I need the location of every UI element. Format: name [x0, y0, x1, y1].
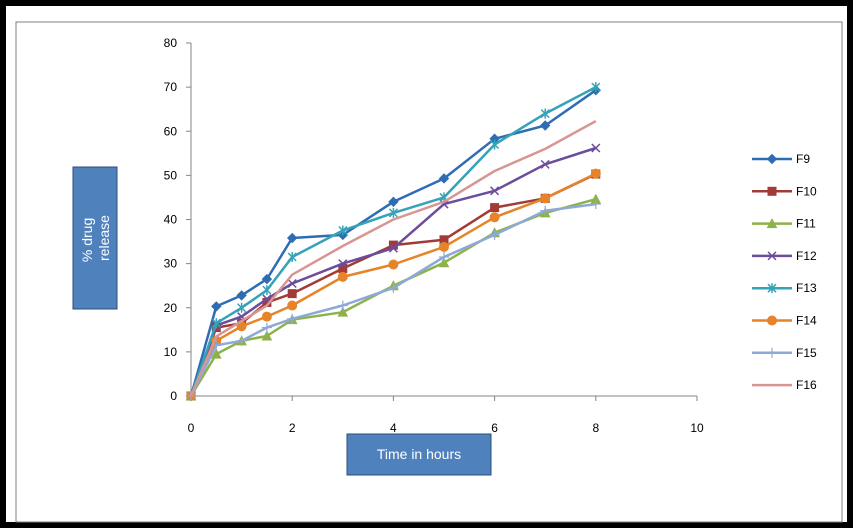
data-point — [388, 259, 399, 270]
data-point — [766, 218, 778, 229]
x-axis-label-box: Time in hours — [346, 433, 492, 476]
x-tick-label: 8 — [592, 421, 599, 435]
data-point — [439, 241, 449, 252]
x-axis-label-background — [346, 433, 492, 476]
data-point — [388, 207, 398, 218]
data-point — [767, 347, 777, 358]
data-point — [490, 203, 500, 213]
y-axis-label: % drug release — [79, 214, 112, 262]
data-point — [767, 315, 777, 326]
series-f15 — [186, 199, 601, 401]
data-point — [337, 300, 348, 311]
x-tick-label: 4 — [390, 421, 397, 435]
y-tick-label: 20 — [164, 301, 178, 315]
data-point — [237, 302, 247, 313]
y-tick-label: 0 — [170, 389, 177, 403]
data-point — [261, 330, 273, 341]
legend-label: F10 — [796, 184, 817, 198]
y-tick-label: 10 — [164, 345, 178, 359]
data-point — [236, 335, 247, 346]
y-tick-label: 80 — [164, 36, 178, 50]
legend-label: F14 — [796, 314, 817, 328]
series-line — [189, 120, 597, 397]
x-axis-ticks: 0 2 4 6 8 10 — [188, 396, 704, 435]
data-point — [438, 173, 450, 184]
legend-label: F9 — [796, 152, 810, 166]
data-point — [261, 322, 272, 333]
data-point — [767, 283, 777, 294]
data-point — [591, 143, 601, 153]
data-point — [489, 229, 500, 240]
data-point — [210, 348, 222, 359]
legend-item-f13: F13 — [752, 281, 817, 295]
legend-item-f12: F12 — [752, 249, 817, 263]
data-point — [287, 252, 297, 263]
data-point — [286, 232, 298, 244]
legend-label: F16 — [796, 378, 817, 392]
data-point — [211, 301, 222, 312]
data-point — [438, 257, 450, 268]
x-tick-label: 2 — [289, 421, 296, 435]
y-axis-label-box: % drug release — [72, 166, 118, 310]
data-point — [338, 259, 348, 269]
legend-item-f10: F10 — [752, 184, 817, 198]
data-point — [490, 186, 500, 196]
data-point — [766, 153, 778, 165]
data-point — [388, 282, 399, 293]
legend-label: F15 — [796, 346, 817, 360]
data-point — [261, 273, 273, 285]
data-point — [540, 159, 550, 169]
data-point — [590, 168, 601, 179]
legend-label: F13 — [796, 281, 817, 295]
y-tick-label: 40 — [164, 213, 178, 227]
series-group — [185, 82, 602, 402]
legend-item-f9: F9 — [752, 152, 810, 166]
legend-item-f15: F15 — [752, 346, 817, 360]
data-point — [337, 271, 348, 282]
data-point — [540, 205, 551, 216]
legend-item-f11: F11 — [752, 217, 816, 231]
data-point — [591, 82, 601, 93]
legend-label: F12 — [796, 249, 817, 263]
data-point — [489, 212, 500, 223]
x-tick-label: 0 — [188, 421, 195, 435]
data-point — [211, 318, 221, 329]
y-tick-label: 50 — [164, 168, 178, 182]
y-axis-label-background — [72, 166, 118, 310]
data-point — [388, 243, 398, 253]
data-point — [287, 278, 297, 289]
data-point — [540, 193, 551, 204]
data-point — [262, 285, 272, 296]
legend-label: F11 — [796, 217, 816, 231]
data-point — [338, 225, 348, 236]
data-point — [590, 199, 601, 210]
data-point — [287, 313, 298, 324]
data-point — [236, 290, 247, 301]
y-axis-ticks: 0 10 20 30 40 50 60 70 80 — [164, 36, 191, 403]
legend-item-f14: F14 — [752, 314, 817, 328]
data-point — [540, 108, 550, 119]
x-tick-label: 6 — [491, 421, 498, 435]
y-tick-label: 70 — [164, 80, 178, 94]
x-tick-label: 10 — [690, 421, 704, 435]
series-f16 — [189, 120, 597, 397]
data-point — [439, 252, 449, 263]
legend-item-f16: F16 — [752, 378, 817, 392]
data-point — [337, 306, 349, 317]
y-tick-label: 60 — [164, 124, 178, 138]
data-point — [287, 300, 298, 311]
data-point — [490, 139, 500, 150]
data-point — [539, 120, 551, 131]
y-tick-label: 30 — [164, 257, 178, 271]
data-point — [287, 289, 297, 299]
data-point — [261, 311, 272, 322]
legend: F9 F10 F11 F12 F13 F14 F15 F16 — [752, 152, 817, 392]
data-point — [388, 196, 399, 208]
data-point — [767, 186, 777, 196]
x-axis-label: Time in hours — [377, 446, 461, 462]
data-point — [767, 251, 777, 261]
